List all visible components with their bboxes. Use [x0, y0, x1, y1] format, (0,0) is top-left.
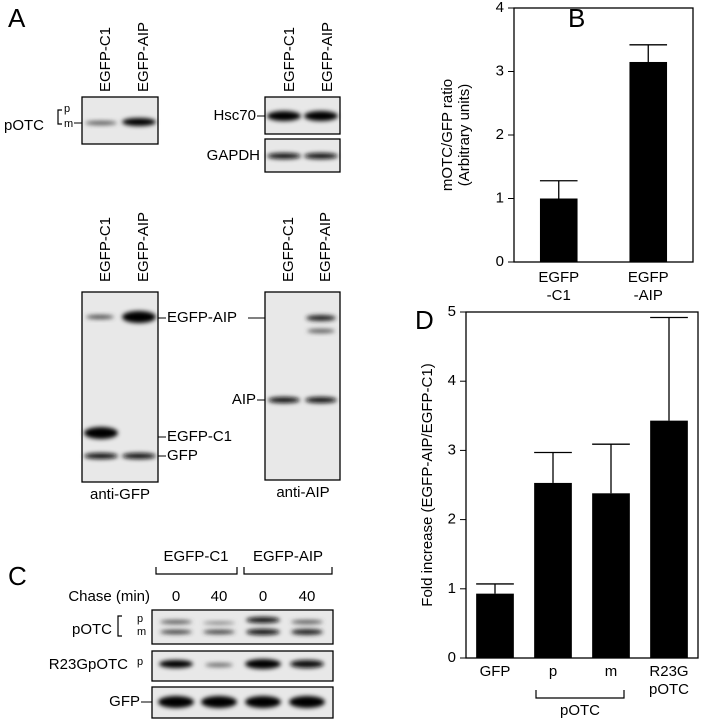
- lane-label: EGFP-AIP: [135, 212, 152, 282]
- band: [122, 118, 156, 126]
- y-tick-label: 2: [496, 126, 504, 143]
- blot: [151, 609, 334, 645]
- antibody-label: anti-GFP: [90, 486, 150, 503]
- bands: [158, 617, 325, 708]
- band-label: p: [137, 613, 143, 625]
- group-label: EGFP-AIP: [253, 548, 323, 565]
- panel-label: D: [415, 305, 434, 335]
- x-tick-label: EGFP -AIP: [628, 269, 669, 304]
- band-label: m: [64, 118, 73, 130]
- y-axis-label: mOTC/GFP ratio(Arbitrary units): [439, 79, 473, 191]
- chase-label: Chase (min): [68, 588, 150, 605]
- y-tick-label: 3: [448, 441, 456, 458]
- x-tick-label: R23G pOTC: [649, 663, 689, 698]
- y-axis-label: Fold increase (EGFP-AIP/EGFP-C1): [419, 363, 436, 606]
- panel-label: C: [8, 561, 27, 591]
- time-label: 40: [299, 588, 316, 605]
- band: [86, 315, 114, 319]
- panel-label: A: [8, 3, 26, 33]
- band: [85, 121, 117, 125]
- bar: [476, 593, 514, 658]
- lane-label: EGFP-C1: [281, 27, 298, 92]
- lane-label: EGFP-C1: [97, 217, 114, 282]
- lane-label: EGFP-AIP: [135, 22, 152, 92]
- x-tick-label: p: [549, 663, 557, 680]
- band: [268, 397, 300, 403]
- band: [307, 329, 335, 333]
- row-label: pOTC: [4, 117, 44, 134]
- band: [267, 153, 301, 159]
- band: [267, 111, 301, 121]
- lane-label: EGFP-C1: [97, 27, 114, 92]
- bar: [629, 61, 668, 262]
- y-tick-label: 1: [448, 580, 456, 597]
- x-tick-label: GFP: [480, 663, 511, 680]
- bar: [534, 482, 572, 658]
- y-tick-label: 0: [496, 253, 504, 270]
- band-label: EGFP-AIP: [167, 309, 237, 326]
- category-group-label: pOTC: [560, 702, 600, 719]
- x-tick-label: EGFP -C1: [538, 269, 579, 304]
- band-label: p: [137, 656, 143, 668]
- bar: [592, 493, 630, 658]
- row-label: GFP: [109, 693, 140, 710]
- y-tick-label: 3: [496, 62, 504, 79]
- bracket: [243, 567, 333, 575]
- band-label: p: [64, 103, 70, 115]
- band: [306, 315, 336, 321]
- x-tick-label: m: [605, 663, 618, 680]
- band-label: AIP: [232, 391, 256, 408]
- y-tick-label: 2: [448, 511, 456, 528]
- category-group-bracket: [535, 690, 625, 699]
- row-label: R23GpOTC: [49, 656, 128, 673]
- time-label: 0: [172, 588, 180, 605]
- bracket: [155, 567, 238, 575]
- band: [84, 427, 118, 439]
- band: [304, 153, 338, 159]
- band-label: EGFP-C1: [167, 428, 232, 445]
- panel-label: B: [568, 3, 585, 33]
- y-tick-label: 0: [448, 649, 456, 666]
- group-label: EGFP-C1: [163, 548, 228, 565]
- plot-frame: [465, 311, 699, 659]
- lane-label: EGFP-AIP: [319, 22, 336, 92]
- y-tick-label: 4: [448, 372, 456, 389]
- time-label: 0: [259, 588, 267, 605]
- bracket: [57, 109, 62, 125]
- bar: [650, 420, 688, 658]
- blot: [81, 291, 159, 483]
- antibody-label: anti-AIP: [276, 484, 329, 501]
- band: [122, 311, 156, 323]
- bar: [539, 198, 578, 262]
- y-tick-label: 4: [496, 0, 504, 16]
- blot: [264, 291, 341, 481]
- band: [84, 453, 118, 459]
- y-tick-label: 5: [448, 303, 456, 320]
- lane-label: EGFP-C1: [280, 217, 297, 282]
- band: [122, 453, 156, 459]
- row-label: GAPDH: [207, 147, 260, 164]
- row-label: Hsc70: [213, 107, 256, 124]
- band: [304, 111, 338, 121]
- band: [305, 397, 337, 403]
- lane-label: EGFP-AIP: [317, 212, 334, 282]
- time-label: 40: [211, 588, 228, 605]
- bracket: [117, 615, 122, 637]
- band-label: GFP: [167, 447, 198, 464]
- row-label: pOTC: [72, 621, 112, 638]
- band-label: m: [137, 626, 146, 638]
- y-tick-label: 1: [496, 189, 504, 206]
